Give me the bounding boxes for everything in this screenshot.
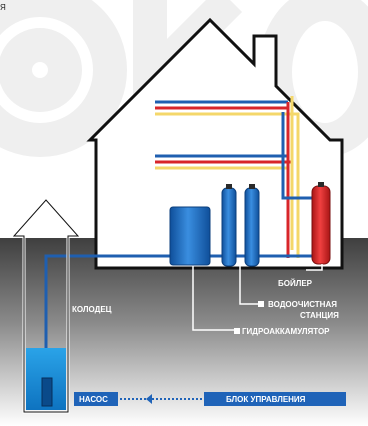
pump-box: НАСОС: [74, 392, 118, 406]
boiler-label: БОЙЛЕР: [278, 279, 313, 288]
well-shaft: [10, 197, 82, 414]
well-label: КОЛОДЕЦ: [72, 305, 112, 314]
pump-unit: [41, 377, 53, 407]
corner-text: Я: [0, 3, 6, 12]
cold-riser: [281, 112, 318, 200]
water-station-label-2: СТАНЦИЯ: [300, 311, 339, 320]
control-unit-label: БЛОК УПРАВЛЕНИЯ: [226, 395, 306, 404]
water-station-label-1: ВОДООЧИСТНАЯ: [268, 300, 337, 309]
leader-lines: [192, 264, 323, 331]
accumulator-marker: [234, 328, 240, 334]
water-treatment-station: [221, 184, 260, 267]
station-marker: [258, 301, 264, 307]
accumulator-tank: [169, 206, 211, 266]
pump-label: НАСОС: [79, 395, 108, 404]
house-outline: [86, 17, 344, 270]
pipes-lower: [155, 154, 292, 170]
accumulator-label: ГИДРОАККАМУЛЯТОР: [242, 327, 330, 336]
pipes-upper: [155, 100, 300, 258]
control-unit-box: БЛОК УПРАВЛЕНИЯ: [204, 392, 346, 406]
control-arrow: [146, 394, 152, 404]
boiler-tank: [311, 182, 331, 265]
